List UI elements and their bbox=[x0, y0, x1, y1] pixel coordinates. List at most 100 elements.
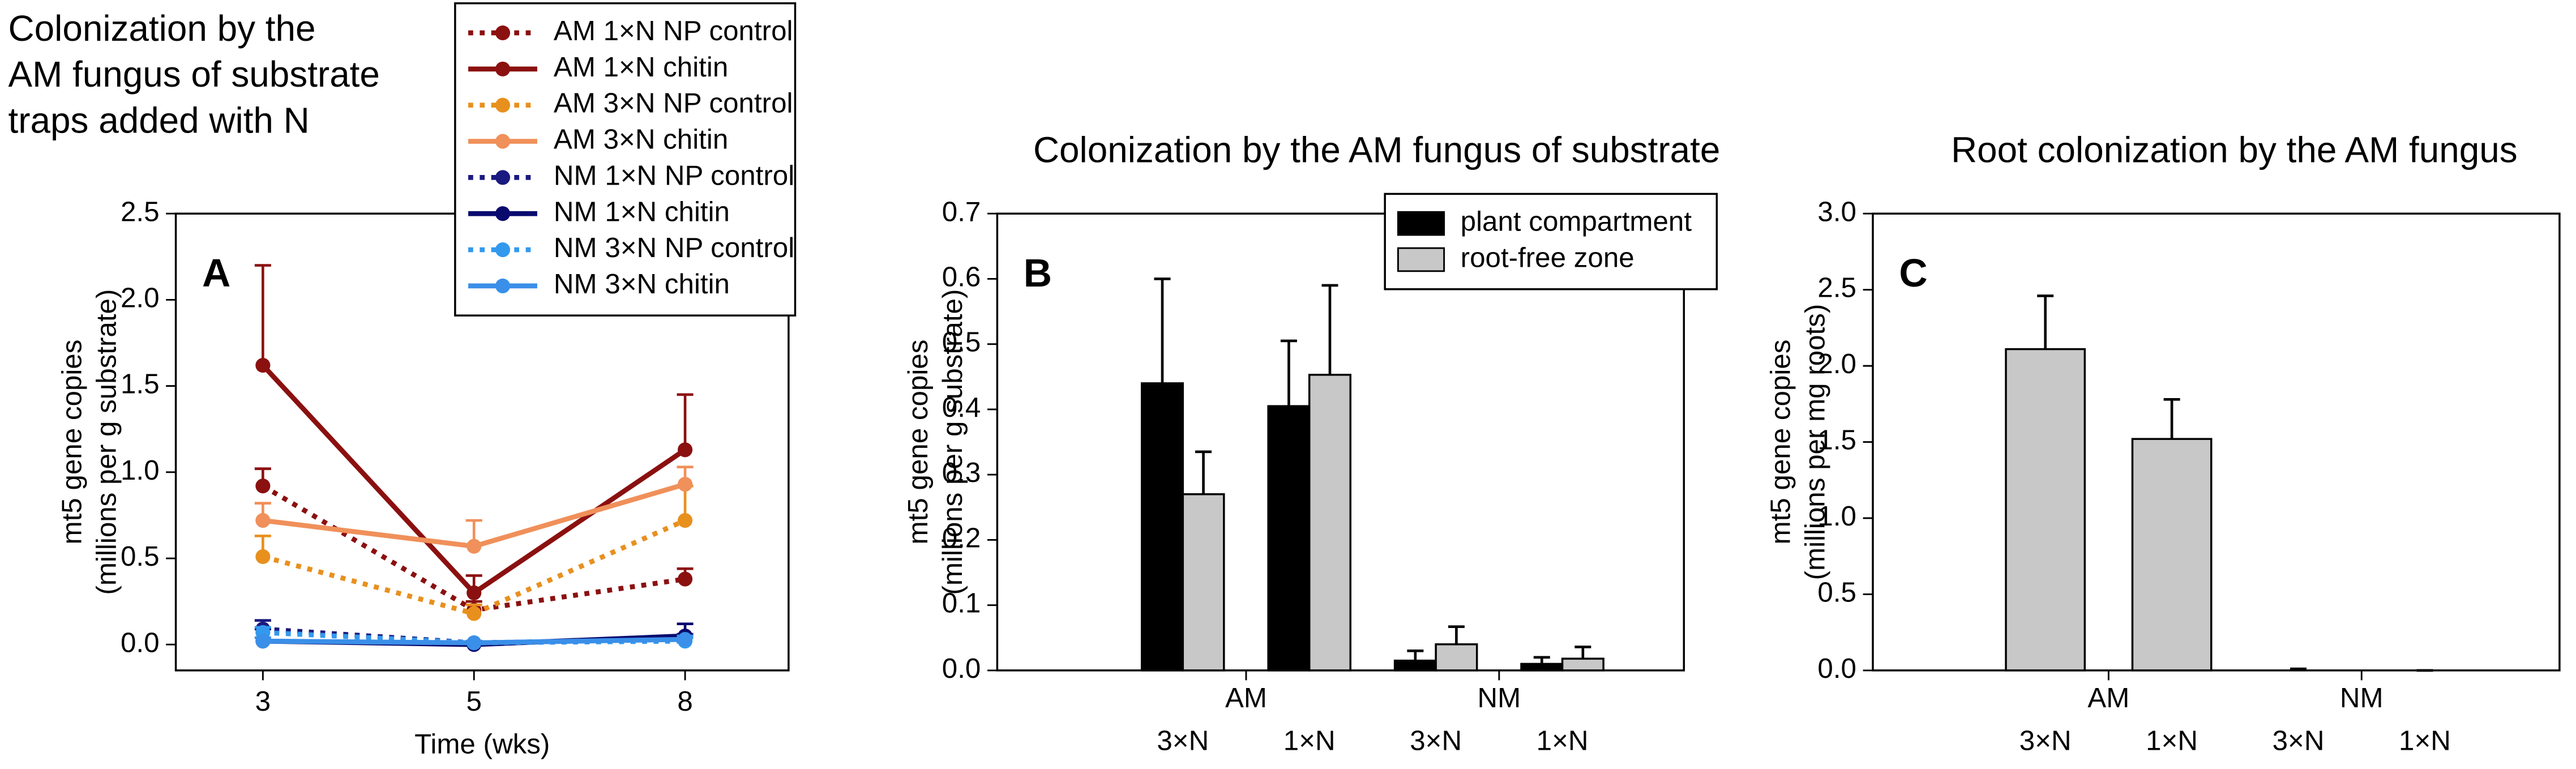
legend-label: NM 3×N chitin bbox=[554, 268, 730, 300]
x-tick-label: 3×N bbox=[1157, 725, 1209, 757]
legend-swatch bbox=[1397, 247, 1445, 272]
group-label: NM bbox=[2340, 682, 2384, 714]
x-tick-label: 5 bbox=[466, 686, 481, 717]
legend-marker bbox=[495, 134, 511, 149]
marker bbox=[255, 479, 271, 494]
x-tick-label: 3×N bbox=[2273, 725, 2325, 757]
marker bbox=[678, 477, 693, 492]
y-axis-label: mt5 gene copies bbox=[57, 340, 88, 545]
y-tick-label: 1.5 bbox=[1817, 425, 1856, 456]
y-tick-label: 0.3 bbox=[942, 457, 981, 488]
legend-marker bbox=[495, 206, 511, 221]
marker bbox=[467, 606, 482, 621]
legend-box bbox=[454, 2, 797, 317]
y-tick-label: 0.5 bbox=[121, 541, 160, 572]
bar bbox=[1435, 643, 1478, 672]
marker bbox=[255, 549, 271, 565]
group-label: AM bbox=[2087, 682, 2129, 714]
chart-title: Root colonization by the AM fungus bbox=[1951, 130, 2518, 170]
legend-marker bbox=[495, 170, 511, 185]
legend-label: NM 3×N NP control bbox=[554, 232, 794, 263]
marker bbox=[467, 539, 482, 554]
y-tick-label: 2.5 bbox=[1817, 272, 1856, 304]
legend-marker bbox=[495, 97, 511, 113]
x-tick-label: 3 bbox=[255, 686, 271, 717]
y-tick-label: 0.5 bbox=[1817, 576, 1856, 608]
series-line bbox=[261, 364, 687, 596]
legend-label: AM 3×N chitin bbox=[554, 124, 728, 155]
bar bbox=[1393, 659, 1437, 672]
legend-label: AM 1×N NP control bbox=[554, 15, 793, 46]
marker bbox=[255, 634, 271, 649]
legend-label: plant compartment bbox=[1461, 206, 1692, 237]
y-axis-label: mt5 gene copies bbox=[902, 340, 934, 545]
legend-swatch bbox=[1397, 211, 1445, 236]
marker bbox=[678, 442, 693, 458]
y-tick-label: 2.0 bbox=[1817, 348, 1856, 379]
y-tick-label: 0.2 bbox=[942, 522, 981, 553]
y-axis-label: (millions per g substrate) bbox=[91, 289, 122, 595]
legend-label: AM 3×N NP control bbox=[554, 88, 793, 119]
y-tick-label: 3.0 bbox=[1817, 196, 1856, 227]
x-axis-label: Time (wks) bbox=[414, 728, 550, 759]
legend-marker bbox=[495, 25, 511, 41]
y-axis-label: (millions per g substrate) bbox=[937, 289, 968, 595]
bar bbox=[1561, 657, 1604, 672]
bar bbox=[2131, 438, 2213, 672]
group-label: AM bbox=[1225, 682, 1267, 714]
marker bbox=[255, 513, 271, 528]
panel-label: A bbox=[202, 251, 230, 295]
legend-box bbox=[1384, 193, 1718, 290]
y-tick-label: 1.0 bbox=[121, 455, 160, 486]
legend-label: AM 1×N chitin bbox=[554, 52, 728, 83]
bar bbox=[1308, 374, 1352, 672]
x-tick-label: 1×N bbox=[1283, 725, 1336, 757]
marker bbox=[678, 632, 693, 647]
plot-frame bbox=[1872, 212, 2561, 672]
y-tick-label: 0.7 bbox=[942, 196, 981, 227]
marker bbox=[255, 358, 271, 373]
bar bbox=[1141, 382, 1184, 672]
y-tick-label: 2.0 bbox=[121, 282, 160, 313]
marker bbox=[678, 571, 693, 587]
legend-label: NM 1×N NP control bbox=[554, 160, 794, 191]
chart-title: Colonization by the AM fungus of substra… bbox=[1033, 130, 1720, 170]
y-tick-label: 0.0 bbox=[1817, 653, 1856, 684]
x-tick-label: 1×N bbox=[2146, 725, 2198, 757]
legend-marker bbox=[495, 61, 511, 76]
panel-label: C bbox=[1899, 251, 1927, 295]
bar bbox=[2005, 348, 2086, 672]
marker bbox=[467, 585, 482, 600]
chart-title: traps added with N bbox=[8, 100, 310, 140]
x-tick-label: 3×N bbox=[2019, 725, 2072, 757]
y-tick-label: 1.0 bbox=[1817, 501, 1856, 532]
chart-title: AM fungus of substrate bbox=[8, 54, 380, 95]
panel-label: B bbox=[1024, 251, 1052, 295]
y-axis-label: (millions per mg roots) bbox=[1799, 304, 1830, 580]
y-tick-label: 0.5 bbox=[942, 327, 981, 358]
legend-marker bbox=[495, 278, 511, 293]
x-tick-label: 3×N bbox=[1410, 725, 1462, 757]
y-axis-label: mt5 gene copies bbox=[1765, 340, 1796, 545]
x-tick-label: 1×N bbox=[2399, 725, 2451, 757]
bar bbox=[1182, 493, 1225, 672]
legend-label: NM 1×N chitin bbox=[554, 196, 730, 227]
y-tick-label: 0.0 bbox=[121, 627, 160, 658]
bar bbox=[1267, 405, 1311, 672]
y-tick-label: 0.0 bbox=[942, 653, 981, 684]
chart-title: Colonization by the bbox=[8, 8, 316, 49]
y-tick-label: 0.6 bbox=[942, 261, 981, 292]
y-tick-label: 0.4 bbox=[942, 392, 981, 423]
group-label: NM bbox=[1478, 682, 1521, 714]
y-tick-label: 2.5 bbox=[121, 196, 160, 227]
marker bbox=[678, 513, 693, 528]
y-tick-label: 0.1 bbox=[942, 588, 981, 619]
marker bbox=[467, 635, 482, 651]
y-tick-label: 1.5 bbox=[121, 369, 160, 400]
legend-label: root-free zone bbox=[1461, 242, 1634, 274]
x-tick-label: 1×N bbox=[1537, 725, 1589, 757]
bar bbox=[1520, 663, 1564, 672]
x-tick-label: 8 bbox=[677, 686, 692, 717]
legend-marker bbox=[495, 242, 511, 258]
